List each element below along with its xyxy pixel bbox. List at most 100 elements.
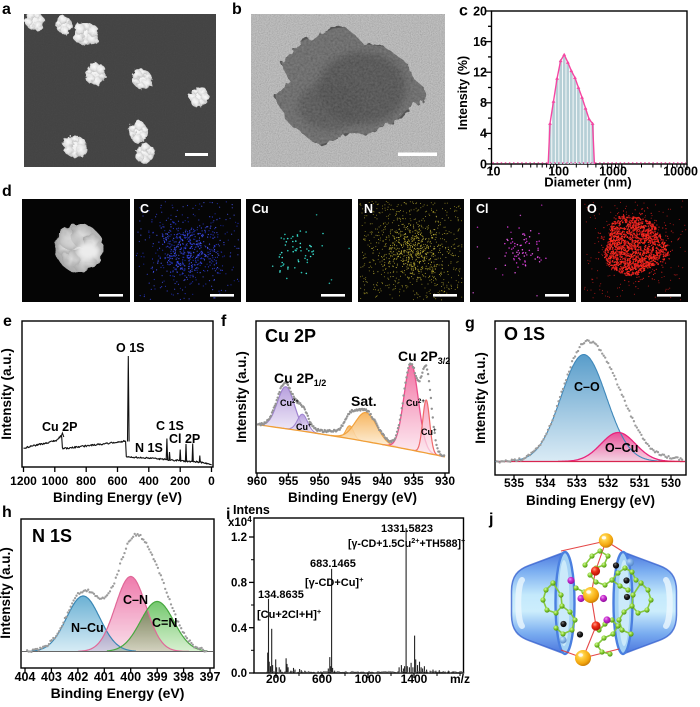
svg-text:Cu2+: Cu2+ (406, 398, 425, 408)
svg-text:955: 955 (278, 474, 298, 488)
svg-text:Sat.: Sat. (351, 393, 377, 409)
svg-text:Intensity (a.u.): Intensity (a.u.) (0, 547, 13, 639)
svg-text:Cu 2P3/2: Cu 2P3/2 (398, 348, 450, 366)
svg-text:Diameter (nm): Diameter (nm) (544, 175, 631, 190)
svg-text:Cu2+: Cu2+ (280, 398, 299, 408)
svg-text:940: 940 (372, 474, 392, 488)
svg-text:[Cu+2Cl+H]+: [Cu+2Cl+H]+ (257, 607, 322, 621)
svg-text:12: 12 (473, 66, 487, 80)
svg-text:1331.5823: 1331.5823 (381, 523, 433, 535)
svg-text:i: i (226, 506, 230, 523)
svg-text:Binding Energy (eV): Binding Energy (eV) (288, 490, 417, 505)
svg-text:534: 534 (535, 476, 555, 490)
svg-text:930: 930 (435, 474, 455, 488)
svg-text:C 1S: C 1S (156, 419, 184, 433)
svg-text:Cu 2P1/2: Cu 2P1/2 (274, 370, 326, 388)
svg-text:1000: 1000 (41, 474, 68, 488)
svg-text:N 1S: N 1S (32, 526, 72, 546)
svg-text:4: 4 (480, 127, 487, 141)
svg-text:C: C (140, 202, 149, 216)
svg-text:x104: x104 (228, 515, 252, 529)
svg-text:g: g (465, 315, 475, 332)
svg-text:Cu 2P: Cu 2P (265, 326, 316, 346)
svg-text:j: j (488, 511, 493, 528)
svg-text:O 1S: O 1S (116, 341, 145, 355)
svg-text:Intensity (a.u.): Intensity (a.u.) (0, 348, 14, 440)
svg-text:398: 398 (173, 670, 194, 684)
svg-text:C=N: C=N (152, 616, 177, 630)
svg-text:8: 8 (480, 96, 487, 110)
svg-text:Intensity (a.u.): Intensity (a.u.) (234, 351, 249, 443)
svg-text:683.1465: 683.1465 (310, 558, 356, 570)
svg-text:200: 200 (170, 474, 190, 488)
svg-text:C–O: C–O (574, 380, 600, 394)
svg-text:Binding Energy (eV): Binding Energy (eV) (53, 490, 182, 505)
svg-text:1200: 1200 (10, 474, 37, 488)
svg-text:399: 399 (147, 670, 168, 684)
svg-text:397: 397 (200, 670, 221, 684)
svg-text:960: 960 (247, 474, 267, 488)
svg-text:h: h (2, 504, 12, 521)
svg-text:950: 950 (310, 474, 330, 488)
svg-text:0.0: 0.0 (231, 668, 247, 680)
svg-text:402: 402 (67, 670, 88, 684)
svg-text:Intensity (a.u.): Intensity (a.u.) (473, 352, 488, 444)
svg-text:f: f (221, 313, 227, 330)
svg-text:Cu 2P: Cu 2P (42, 420, 77, 434)
svg-text:1.2: 1.2 (231, 532, 247, 544)
svg-text:Intens: Intens (233, 503, 270, 517)
svg-text:Binding Energy (eV): Binding Energy (eV) (51, 685, 185, 701)
svg-text:Cu: Cu (252, 202, 269, 216)
svg-text:945: 945 (341, 474, 361, 488)
svg-text:401: 401 (94, 670, 115, 684)
svg-text:N: N (364, 202, 373, 216)
svg-text:C–N: C–N (123, 593, 148, 607)
svg-text:531: 531 (630, 476, 650, 490)
svg-text:100: 100 (548, 165, 569, 179)
svg-text:1400: 1400 (401, 672, 428, 686)
svg-text:N 1S: N 1S (135, 441, 163, 455)
svg-text:20: 20 (473, 4, 487, 18)
svg-text:Binding Energy (eV): Binding Energy (eV) (526, 493, 655, 508)
svg-text:0: 0 (480, 157, 487, 171)
svg-text:c: c (459, 3, 468, 20)
svg-text:O 1S: O 1S (504, 324, 545, 344)
svg-text:Cl: Cl (476, 202, 489, 216)
svg-text:a: a (2, 1, 11, 18)
svg-text:m/z: m/z (450, 672, 470, 686)
svg-text:400: 400 (120, 670, 141, 684)
svg-text:e: e (3, 313, 12, 330)
svg-text:533: 533 (567, 476, 587, 490)
svg-text:O–Cu: O–Cu (605, 441, 638, 455)
svg-text:1000: 1000 (355, 672, 382, 686)
svg-text:b: b (232, 1, 242, 18)
svg-text:Cl 2P: Cl 2P (169, 432, 200, 446)
svg-text:800: 800 (76, 474, 96, 488)
svg-text:Cu+: Cu+ (296, 422, 312, 432)
svg-text:0.8: 0.8 (231, 578, 248, 590)
svg-text:0: 0 (208, 474, 215, 488)
svg-text:134.8635: 134.8635 (258, 589, 304, 601)
svg-text:600: 600 (107, 474, 127, 488)
svg-text:d: d (2, 183, 12, 200)
svg-text:200: 200 (266, 672, 286, 686)
svg-text:[γ-CD+1.5Cu2++TH588]+: [γ-CD+1.5Cu2++TH588]+ (348, 536, 465, 550)
svg-text:404: 404 (15, 670, 36, 684)
svg-text:Cu+: Cu+ (421, 427, 437, 437)
svg-text:403: 403 (41, 670, 62, 684)
svg-text:0.4: 0.4 (231, 623, 248, 635)
svg-text:1000: 1000 (599, 165, 627, 179)
svg-text:935: 935 (404, 474, 424, 488)
svg-text:16: 16 (473, 35, 487, 49)
svg-text:10000: 10000 (663, 165, 698, 179)
svg-text:Intensity (%): Intensity (%) (456, 56, 470, 130)
svg-text:10: 10 (487, 165, 501, 179)
svg-text:600: 600 (312, 672, 332, 686)
svg-text:530: 530 (661, 476, 681, 490)
svg-text:400: 400 (139, 474, 159, 488)
svg-text:[γ-CD+Cu]+: [γ-CD+Cu]+ (305, 575, 364, 589)
svg-text:N–Cu: N–Cu (71, 621, 104, 635)
svg-text:532: 532 (598, 476, 618, 490)
svg-text:O: O (587, 202, 597, 216)
svg-text:535: 535 (504, 476, 524, 490)
